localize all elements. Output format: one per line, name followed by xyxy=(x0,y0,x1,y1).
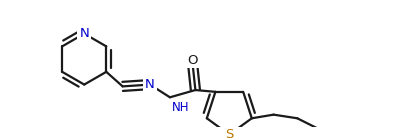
Text: N: N xyxy=(145,78,154,91)
Text: S: S xyxy=(225,128,233,140)
Text: NH: NH xyxy=(171,101,189,114)
Text: N: N xyxy=(79,27,89,40)
Text: O: O xyxy=(187,53,197,66)
